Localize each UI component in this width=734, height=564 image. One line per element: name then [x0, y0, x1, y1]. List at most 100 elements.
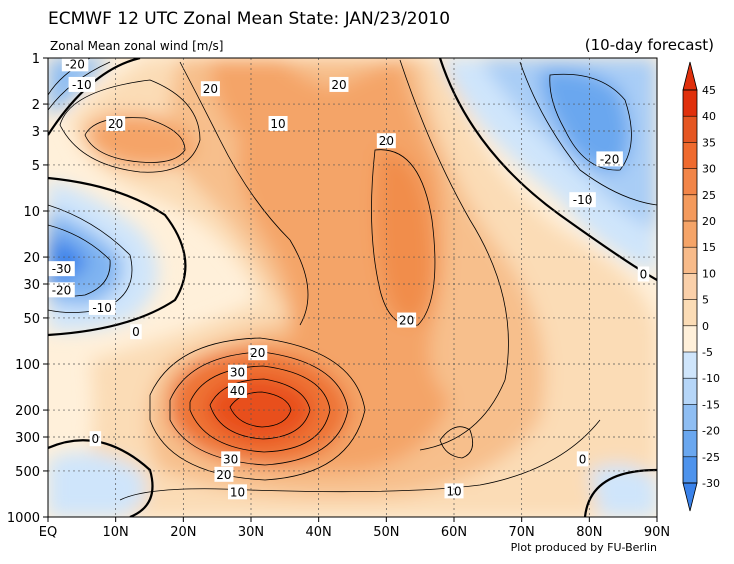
contour-line — [169, 351, 349, 466]
colorbar-segment — [683, 378, 697, 405]
colorbar-label: -15 — [702, 398, 720, 411]
zero-contour-tropics — [48, 176, 187, 337]
contour-label-bg — [376, 133, 396, 149]
contour-line — [48, 204, 133, 313]
colorbar-segment — [683, 194, 697, 221]
colorbar-segment — [683, 116, 697, 143]
contour-line — [179, 61, 309, 326]
contour-label: 0 — [132, 325, 140, 339]
contour-line — [549, 73, 632, 171]
contour-line — [229, 391, 292, 428]
colorbar-label: 0 — [702, 320, 709, 333]
contour-label-bg — [227, 382, 247, 398]
colorbar-segment — [683, 90, 697, 117]
colorbar-label: -5 — [702, 346, 713, 359]
x-tick-label: 40N — [306, 525, 332, 540]
contour-label-bg — [596, 151, 623, 167]
y-tick-label: 30 — [23, 278, 40, 293]
contour-label-bg — [248, 345, 268, 361]
wind-field — [48, 58, 657, 517]
contour-label: 10 — [230, 485, 245, 499]
colorbar-label: -25 — [702, 451, 720, 464]
contour-label-bg — [88, 299, 116, 315]
x-tick-label: 60N — [441, 525, 467, 540]
contour-label-bg — [329, 76, 349, 92]
y-tick-label: 10 — [23, 205, 40, 220]
contour-label-bg — [227, 484, 247, 500]
contour-label: 30 — [230, 366, 245, 380]
contour-label-bg — [48, 282, 75, 298]
colorbar: 45 40 35 30 25 20 15 10 5 0 -5 -10 -15 -20 -25 -30 — [682, 61, 720, 512]
colorbar-label: 35 — [702, 136, 716, 149]
colorbar-arrow-bottom — [682, 482, 698, 512]
y-tick-label: 1 — [32, 52, 40, 67]
contour-label-bg — [576, 451, 589, 467]
zero-contour-polar — [438, 58, 657, 281]
x-tick-label: 30N — [238, 525, 264, 540]
colorbar-segment — [683, 299, 697, 326]
contour-label: 0 — [640, 267, 648, 281]
contour-label: 40 — [230, 384, 245, 398]
y-tick-label: 100 — [15, 358, 40, 373]
x-tick-label: 80N — [576, 525, 602, 540]
contour-label-bg — [397, 312, 417, 328]
y-tick-label: 3 — [32, 125, 40, 140]
zero-contour-surface — [48, 439, 154, 517]
colorbar-label: -10 — [702, 372, 720, 385]
contour-line — [399, 59, 509, 451]
contour-label-bg — [200, 81, 220, 97]
x-tick-label: EQ — [39, 525, 57, 540]
y-tick-label: 500 — [15, 465, 40, 480]
y-tick-label: 5 — [32, 159, 40, 174]
colorbar-segment — [683, 273, 697, 300]
y-axis: 1 2 3 5 10 20 30 50 100 200 300 500 1000 — [7, 52, 48, 526]
grid-lines — [48, 58, 657, 517]
contour-line — [519, 61, 657, 206]
colorbar-segment — [683, 430, 697, 457]
contour-label-bg — [89, 431, 102, 447]
chart-subtitle: Zonal Mean zonal wind [m/s] — [50, 39, 223, 53]
y-tick-label: 1000 — [7, 511, 40, 526]
contour-label: -30 — [52, 262, 72, 276]
contour-line — [59, 79, 201, 173]
colorbar-segment — [683, 142, 697, 169]
colorbar-label: 5 — [702, 294, 709, 307]
colorbar-label: -20 — [702, 425, 720, 438]
colorbar-label: 30 — [702, 163, 716, 176]
contour-label: -20 — [600, 152, 620, 166]
colorbar-label: -30 — [702, 477, 720, 490]
contour-label: 20 — [250, 346, 265, 360]
y-tick-label: 20 — [23, 251, 40, 266]
contour-label-bg — [214, 466, 234, 482]
y-tick-label: 50 — [23, 312, 40, 327]
contour-line — [119, 419, 601, 501]
colorbar-segment — [683, 404, 697, 431]
contour-labels: -20 -10 20 20 20 10 20 -20 -10 -30 -20 -10 0 0 20 20 30 4… — [48, 57, 650, 500]
field-negative-polar-core — [540, 69, 630, 171]
contour-label: 0 — [92, 432, 100, 446]
contour-label-bg — [268, 115, 288, 131]
colorbar-segment — [683, 168, 697, 195]
y-tick-label: 2 — [32, 98, 40, 113]
contour-label-bg — [130, 324, 142, 340]
colorbar-label: 45 — [702, 84, 716, 97]
contour-label: -10 — [72, 78, 92, 92]
contour-label: 0 — [579, 452, 587, 466]
zero-contour-surface-polar — [583, 468, 657, 517]
contour-label-bg — [227, 364, 247, 380]
x-tick-label: 20N — [170, 525, 196, 540]
contour-label: -10 — [92, 301, 112, 315]
contour-line — [439, 426, 474, 459]
chart-title: ECMWF 12 UTC Zonal Mean State: JAN/23/20… — [48, 9, 450, 29]
contour-label: -20 — [65, 57, 85, 71]
plot-frame — [47, 57, 658, 518]
contour-label: 30 — [223, 452, 238, 466]
contour-label-bg — [61, 58, 89, 72]
contour-label-bg — [48, 261, 75, 277]
contour-line — [371, 149, 436, 326]
contour-label-bg — [221, 451, 241, 467]
x-axis: EQ 10N 20N 30N 40N 50N 60N 70N 80N 90N — [39, 517, 670, 540]
x-tick-label: 10N — [103, 525, 129, 540]
